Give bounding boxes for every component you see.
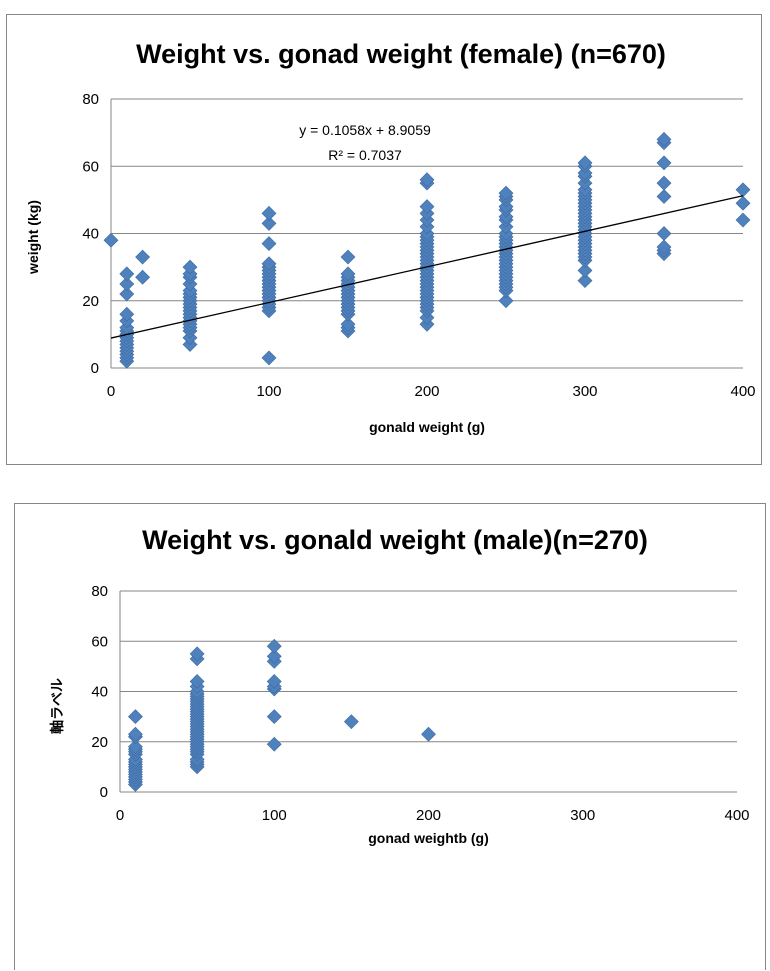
data-point xyxy=(135,249,151,265)
x-axis-label: gonad weightb (g) xyxy=(368,830,489,846)
chart-0-svg: Weight vs. gonad weight (female) (n=670)… xyxy=(25,39,756,435)
data-point xyxy=(340,266,356,282)
x-tick-label: 0 xyxy=(107,383,115,400)
x-tick-label: 100 xyxy=(256,383,281,400)
data-point xyxy=(266,709,282,725)
trendline xyxy=(110,195,744,339)
trendline-r-squared: R² = 0.7037 xyxy=(328,147,402,163)
data-point xyxy=(189,674,205,689)
data-point xyxy=(261,350,277,366)
data-point xyxy=(266,648,282,664)
y-tick-label: 20 xyxy=(82,293,99,310)
data-point xyxy=(119,266,135,282)
data-point xyxy=(656,226,672,241)
y-tick-label: 80 xyxy=(82,91,99,108)
chart-female: Weight vs. gonad weight (female) (n=670)… xyxy=(6,14,762,465)
data-point xyxy=(577,263,593,278)
data-point xyxy=(119,276,135,292)
y-tick-label: 80 xyxy=(91,583,108,600)
data-point xyxy=(119,286,135,302)
x-tick-label: 400 xyxy=(724,807,749,824)
y-axis-label: weight (kg) xyxy=(25,200,41,275)
x-tick-label: 200 xyxy=(416,807,441,824)
data-point xyxy=(656,175,672,191)
data-point xyxy=(261,236,277,252)
data-point xyxy=(182,259,198,275)
y-tick-label: 40 xyxy=(91,684,108,701)
y-tick-label: 60 xyxy=(91,633,108,650)
data-point xyxy=(119,306,135,322)
data-point xyxy=(656,189,672,204)
data-point xyxy=(128,709,143,725)
data-point xyxy=(189,646,205,662)
data-point xyxy=(261,215,277,231)
x-axis-label: gonald weight (g) xyxy=(369,419,485,435)
data-point xyxy=(577,273,593,288)
y-tick-label: 40 xyxy=(82,226,99,243)
data-point xyxy=(421,726,436,742)
data-point xyxy=(656,155,672,171)
y-tick-label: 0 xyxy=(91,360,99,377)
data-point xyxy=(135,269,151,285)
data-point xyxy=(266,736,282,752)
chart-male: Weight vs. gonald weight (male)(n=270) 0 2… xyxy=(14,503,766,970)
data-point xyxy=(577,155,593,171)
data-point xyxy=(261,205,277,221)
chart-title: Weight vs. gonad weight (female) (n=670) xyxy=(136,39,666,69)
data-point xyxy=(419,172,435,188)
data-point xyxy=(419,199,435,215)
x-tick-label: 200 xyxy=(414,383,439,400)
data-point xyxy=(735,182,751,198)
x-tick-label: 300 xyxy=(570,807,595,824)
x-tick-label: 400 xyxy=(730,383,755,400)
data-point xyxy=(261,256,277,272)
data-point xyxy=(340,249,356,265)
y-tick-label: 0 xyxy=(100,784,108,801)
y-tick-label: 20 xyxy=(91,734,108,751)
y-axis-label: 軸ラベル xyxy=(49,678,65,734)
data-point xyxy=(498,185,514,201)
data-point xyxy=(498,293,514,309)
data-point xyxy=(656,131,672,147)
trendline-equation: y = 0.1058x + 8.9059 xyxy=(299,122,431,138)
data-point xyxy=(103,232,119,248)
data-point xyxy=(266,674,282,689)
data-point xyxy=(343,714,359,730)
data-point xyxy=(735,212,751,228)
data-point xyxy=(266,638,282,654)
x-tick-label: 0 xyxy=(116,807,124,824)
x-tick-label: 100 xyxy=(262,807,287,824)
data-point xyxy=(128,726,143,742)
data-point xyxy=(128,739,143,755)
chart-title: Weight vs. gonald weight (male)(n=270) xyxy=(142,525,648,555)
data-point xyxy=(340,316,356,332)
data-point xyxy=(735,195,751,211)
x-tick-label: 300 xyxy=(572,383,597,400)
y-tick-label: 60 xyxy=(82,158,99,175)
chart-1-svg: Weight vs. gonald weight (male)(n=270) 0 2… xyxy=(49,525,750,846)
data-point xyxy=(656,239,672,255)
